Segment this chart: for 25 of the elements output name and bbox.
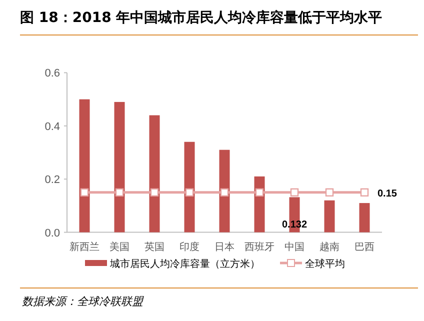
x-tick-label: 越南 [320, 241, 340, 253]
y-tick-label: 0.4 [44, 120, 60, 133]
source-note: 数据来源：全球冷联联盟 [22, 295, 144, 308]
bar [79, 99, 90, 232]
data-label: 0.15 [378, 188, 398, 200]
x-tick-label: 英国 [144, 241, 164, 253]
bar [149, 115, 160, 232]
y-tick-label: 0.0 [44, 227, 60, 240]
x-tick-label: 新西兰 [70, 241, 100, 253]
bar [219, 150, 230, 232]
bar [184, 142, 195, 232]
bar [114, 102, 125, 232]
chart-title: 图 18：2018 年中国城市居民人均冷库容量低于平均水平 [20, 9, 382, 26]
bar [359, 203, 370, 232]
x-tick-label: 日本 [214, 241, 234, 253]
x-tick-label: 美国 [110, 241, 130, 253]
x-tick-label: 印度 [180, 241, 200, 253]
legend-label: 全球平均 [305, 258, 345, 270]
bar [324, 200, 335, 232]
x-tick-label: 中国 [284, 241, 304, 253]
y-tick-label: 0.2 [44, 174, 60, 186]
y-tick-label: 0.6 [44, 68, 60, 80]
x-tick-label: 巴西 [354, 242, 374, 253]
legend-label: 城市居民人均冷库容量（立方米） [109, 258, 260, 270]
x-tick-label: 西班牙 [244, 241, 274, 253]
